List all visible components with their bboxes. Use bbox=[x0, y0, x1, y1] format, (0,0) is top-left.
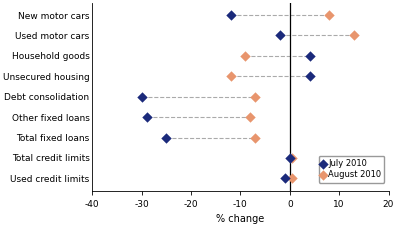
X-axis label: % change: % change bbox=[216, 214, 264, 224]
August 2010 bbox=[289, 177, 295, 180]
August 2010 bbox=[326, 13, 332, 17]
August 2010 bbox=[247, 115, 253, 119]
July 2010 bbox=[139, 95, 145, 99]
July 2010 bbox=[306, 54, 313, 58]
July 2010 bbox=[163, 136, 170, 139]
July 2010 bbox=[287, 156, 293, 160]
August 2010 bbox=[242, 54, 249, 58]
August 2010 bbox=[252, 136, 258, 139]
August 2010 bbox=[227, 74, 234, 78]
July 2010 bbox=[143, 115, 150, 119]
August 2010 bbox=[351, 34, 357, 37]
August 2010 bbox=[252, 95, 258, 99]
Legend: July 2010, August 2010: July 2010, August 2010 bbox=[319, 155, 384, 183]
July 2010 bbox=[277, 34, 283, 37]
July 2010 bbox=[306, 74, 313, 78]
July 2010 bbox=[227, 13, 234, 17]
July 2010 bbox=[282, 177, 288, 180]
August 2010 bbox=[289, 156, 295, 160]
